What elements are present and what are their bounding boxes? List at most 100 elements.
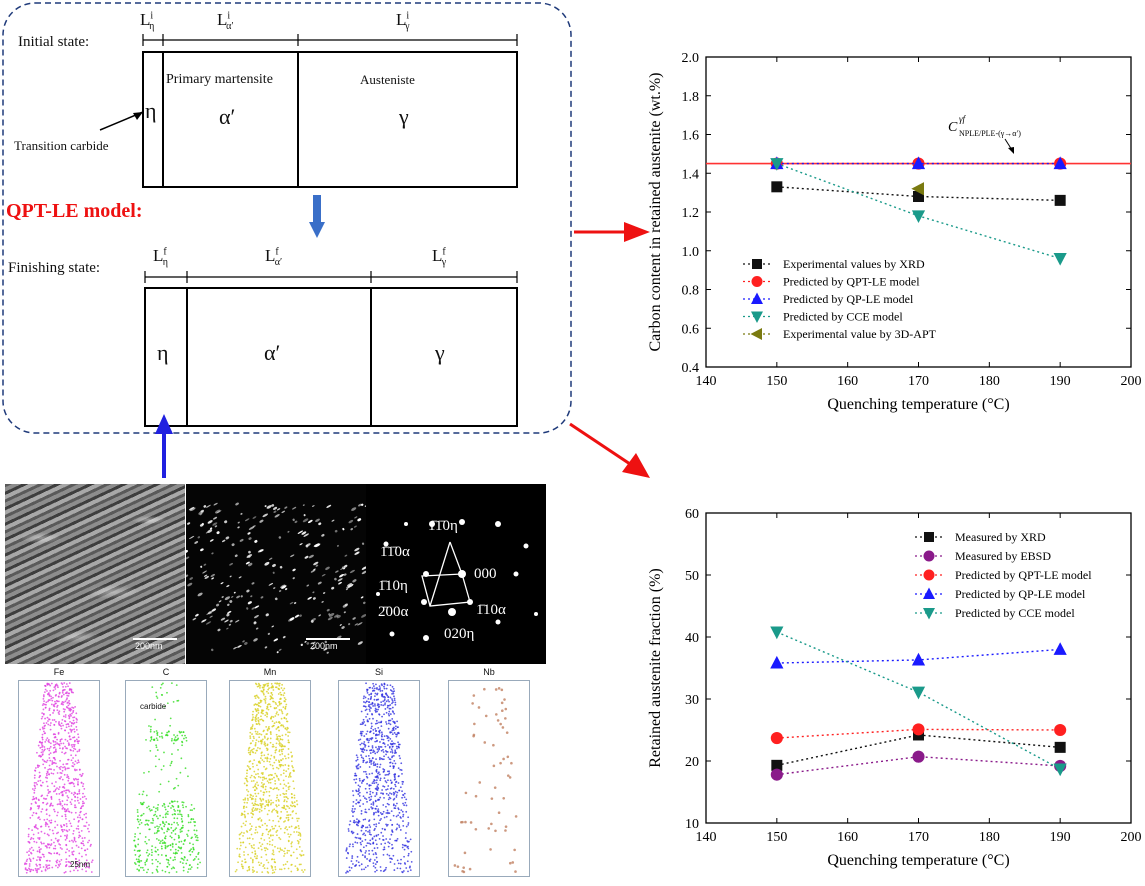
initial-box (142, 51, 518, 188)
y-tick-label: 10 (685, 817, 699, 832)
data-point (770, 768, 783, 781)
diff-label-left3: 2̄00α (378, 604, 409, 620)
data-point (911, 686, 926, 700)
legend-entry: Predicted by QP-LE model (743, 292, 914, 306)
data-point (1054, 723, 1067, 737)
series-3 (770, 158, 1067, 266)
apt-box-c: C (125, 667, 207, 877)
series-0 (771, 729, 1066, 771)
data-point (1053, 642, 1067, 655)
legend-entry: Predicted by CCE model (915, 606, 1075, 620)
gamma-final: γ (435, 340, 445, 365)
apt-box-nb: Nb (448, 667, 530, 877)
legend-entry: Predicted by CCE model (743, 310, 903, 324)
series-4 (770, 626, 1067, 777)
x-axis-label: Quenching temperature (°C) (827, 396, 1009, 413)
y-tick-label: 1.6 (682, 129, 700, 144)
legend-label: Measured by EBSD (955, 549, 1051, 563)
y-tick-label: 0.6 (682, 322, 700, 337)
series-0 (771, 181, 1066, 206)
legend-entry: Experimental value by 3D-APT (743, 327, 937, 341)
legend-label: Experimental values by XRD (783, 257, 925, 271)
reference-annotation-sup: γf (959, 114, 967, 124)
y-tick-label: 50 (685, 569, 699, 584)
apt-box-mn: Mn (229, 667, 311, 877)
alpha-final: α′ (264, 340, 281, 365)
finishing-box (144, 287, 518, 427)
apt-element-label: Fe (53, 667, 65, 677)
data-point (1053, 253, 1067, 266)
x-tick-label: 160 (837, 374, 858, 389)
x-tick-label: 190 (1050, 830, 1071, 845)
diffraction-pattern: 1̄1̄0η 1̄1̄0α 1̄10η 2̄00α 000 1̄10α 020η (366, 484, 546, 664)
L-gamma-final: Lfγ (432, 246, 447, 269)
data-point (913, 191, 924, 202)
data-point (911, 156, 926, 170)
x-tick-label: 190 (1050, 374, 1071, 389)
data-point (1054, 741, 1066, 753)
austenite-label: Austeniste (360, 72, 415, 87)
apt-element-label: Nb (483, 667, 495, 677)
series-line (776, 631, 1061, 770)
x-axis-label: Quenching temperature (°C) (827, 852, 1009, 869)
legend-entry: Predicted by QPT-LE model (915, 568, 1092, 582)
finishing-state-label: Finishing state: (8, 260, 101, 276)
carbide-label: carbide (140, 702, 167, 711)
alpha-initial: α′ (219, 104, 236, 129)
model-label: QPT-LE model: (6, 200, 143, 222)
x-tick-label: 200 (1121, 830, 1142, 845)
scale-bar-2: 200nm (310, 641, 338, 651)
legend-label: Measured by XRD (955, 530, 1046, 544)
data-point (1053, 763, 1067, 777)
apt-element-label: Si (374, 667, 383, 677)
data-point (912, 723, 925, 736)
legend-label: Experimental value by 3D-APT (783, 327, 937, 341)
down-arrow-icon (313, 195, 321, 223)
diffraction-spots (376, 519, 538, 641)
y-tick-label: 0.4 (682, 361, 700, 376)
x-tick-label: 200 (1121, 374, 1142, 389)
diff-label-right: 1̄10α (476, 602, 506, 618)
primary-martensite-label: Primary martensite (166, 72, 273, 87)
reference-annotation: C (948, 120, 958, 135)
series-2 (770, 723, 1067, 745)
legend-entry: Measured by XRD (915, 530, 1046, 544)
diff-label-left1: 1̄1̄0α (380, 544, 410, 560)
data-point (912, 750, 925, 763)
legend-label: Predicted by QPT-LE model (783, 275, 920, 289)
legend-label: Predicted by CCE model (783, 310, 903, 324)
y-axis-label: Retained austenite fraction (%) (647, 568, 664, 767)
y-tick-label: 0.8 (682, 284, 700, 299)
y-tick-label: 1.4 (682, 167, 700, 182)
bright-field-micrograph: 200nm (5, 484, 185, 664)
apt-element-label: Mn (263, 667, 277, 677)
y-tick-label: 1.8 (682, 90, 700, 105)
x-tick-label: 140 (696, 374, 717, 389)
y-tick-label: 1.0 (682, 245, 700, 260)
y-tick-label: 60 (685, 507, 699, 522)
x-tick-label: 160 (837, 830, 858, 845)
apt-box-fe: Fe (18, 667, 100, 877)
data-point (911, 210, 926, 224)
series-3 (770, 642, 1067, 669)
dark-field-micrograph: 200nm (186, 484, 366, 664)
L-gamma-initial: Liγ (396, 10, 410, 33)
x-tick-label: 180 (979, 374, 1000, 389)
x-tick-label: 140 (696, 830, 717, 845)
data-point (770, 158, 784, 171)
legend-entry: Measured by EBSD (915, 549, 1051, 563)
y-tick-label: 2.0 (682, 51, 700, 66)
data-point (911, 652, 926, 666)
diff-label-top: 1̄1̄0η (428, 518, 458, 534)
apt-element-label: C (162, 667, 170, 677)
x-tick-label: 180 (979, 830, 1000, 845)
series-4 (911, 182, 924, 196)
legend-label: Predicted by QP-LE model (955, 587, 1086, 601)
data-point (770, 655, 784, 669)
apt-scale-label: 25nm (70, 860, 91, 869)
x-tick-label: 150 (766, 374, 787, 389)
legend-entry: Experimental values by XRD (743, 257, 925, 271)
red-arrow-icon-2 (569, 422, 631, 466)
series-1 (770, 750, 1067, 781)
